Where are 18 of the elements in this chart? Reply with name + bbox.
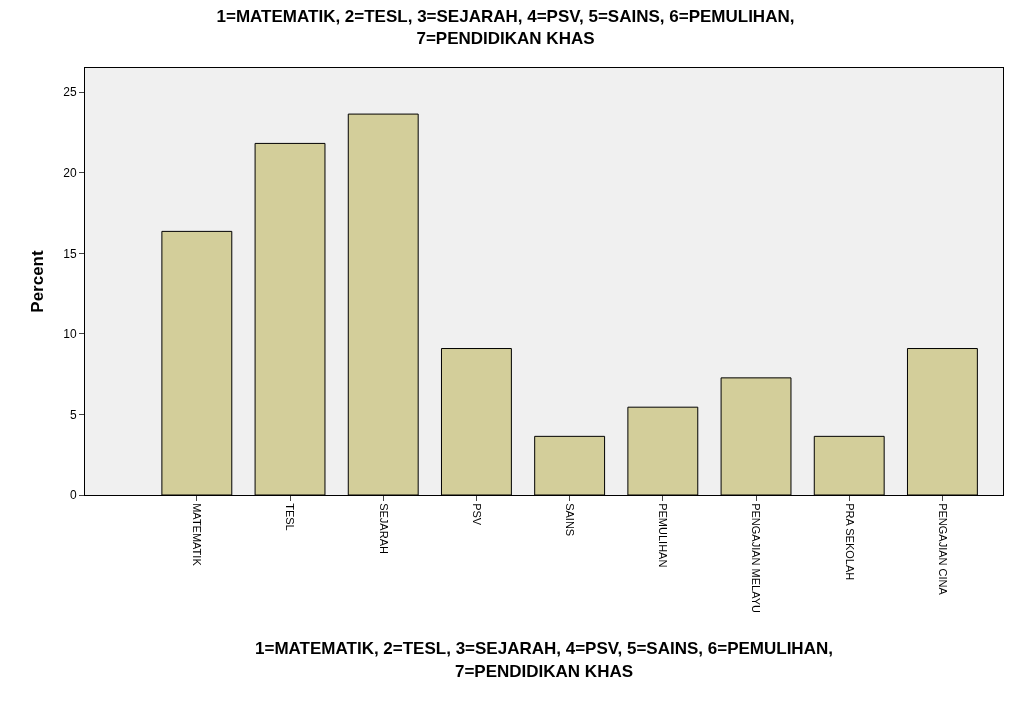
x-tick-label: PEMULIHAN	[657, 503, 670, 568]
x-tick-label: PRA SEKOLAH	[843, 503, 856, 581]
x-tick-label: TESL	[284, 503, 297, 531]
x-tick-label: PSV	[470, 503, 483, 526]
x-tick-label: SAINS	[564, 503, 577, 537]
x-tick-label: PENGAJIAN MELAYU	[750, 503, 763, 614]
x-tick-label: SEJARAH	[377, 503, 390, 554]
y-tick-label: 0	[69, 488, 77, 503]
y-axis-title: Percent	[27, 249, 47, 313]
x-axis-title: 1=MATEMATIK, 2=TESL, 3=SEJARAH, 4=PSV, 5=SAINS, 6=PEMULIHAN, 7=PENDIDIKAN KHAS	[255, 639, 833, 681]
x-tick-label: MATEMATIK	[191, 503, 204, 567]
y-tick-label: 25	[63, 85, 77, 100]
y-tick-label: 5	[69, 407, 77, 422]
y-tick-label: 15	[63, 246, 77, 261]
chart-title: 1=MATEMATIK, 2=TESL, 3=SEJARAH, 4=PSV, 5=SAINS, 6=PEMULIHAN, 7=PENDIDIKAN KHAS	[216, 6, 795, 48]
y-tick-label: 20	[63, 165, 77, 180]
x-tick-label: PENGAJIAN CINA	[936, 503, 949, 596]
y-tick-label: 10	[63, 327, 77, 342]
